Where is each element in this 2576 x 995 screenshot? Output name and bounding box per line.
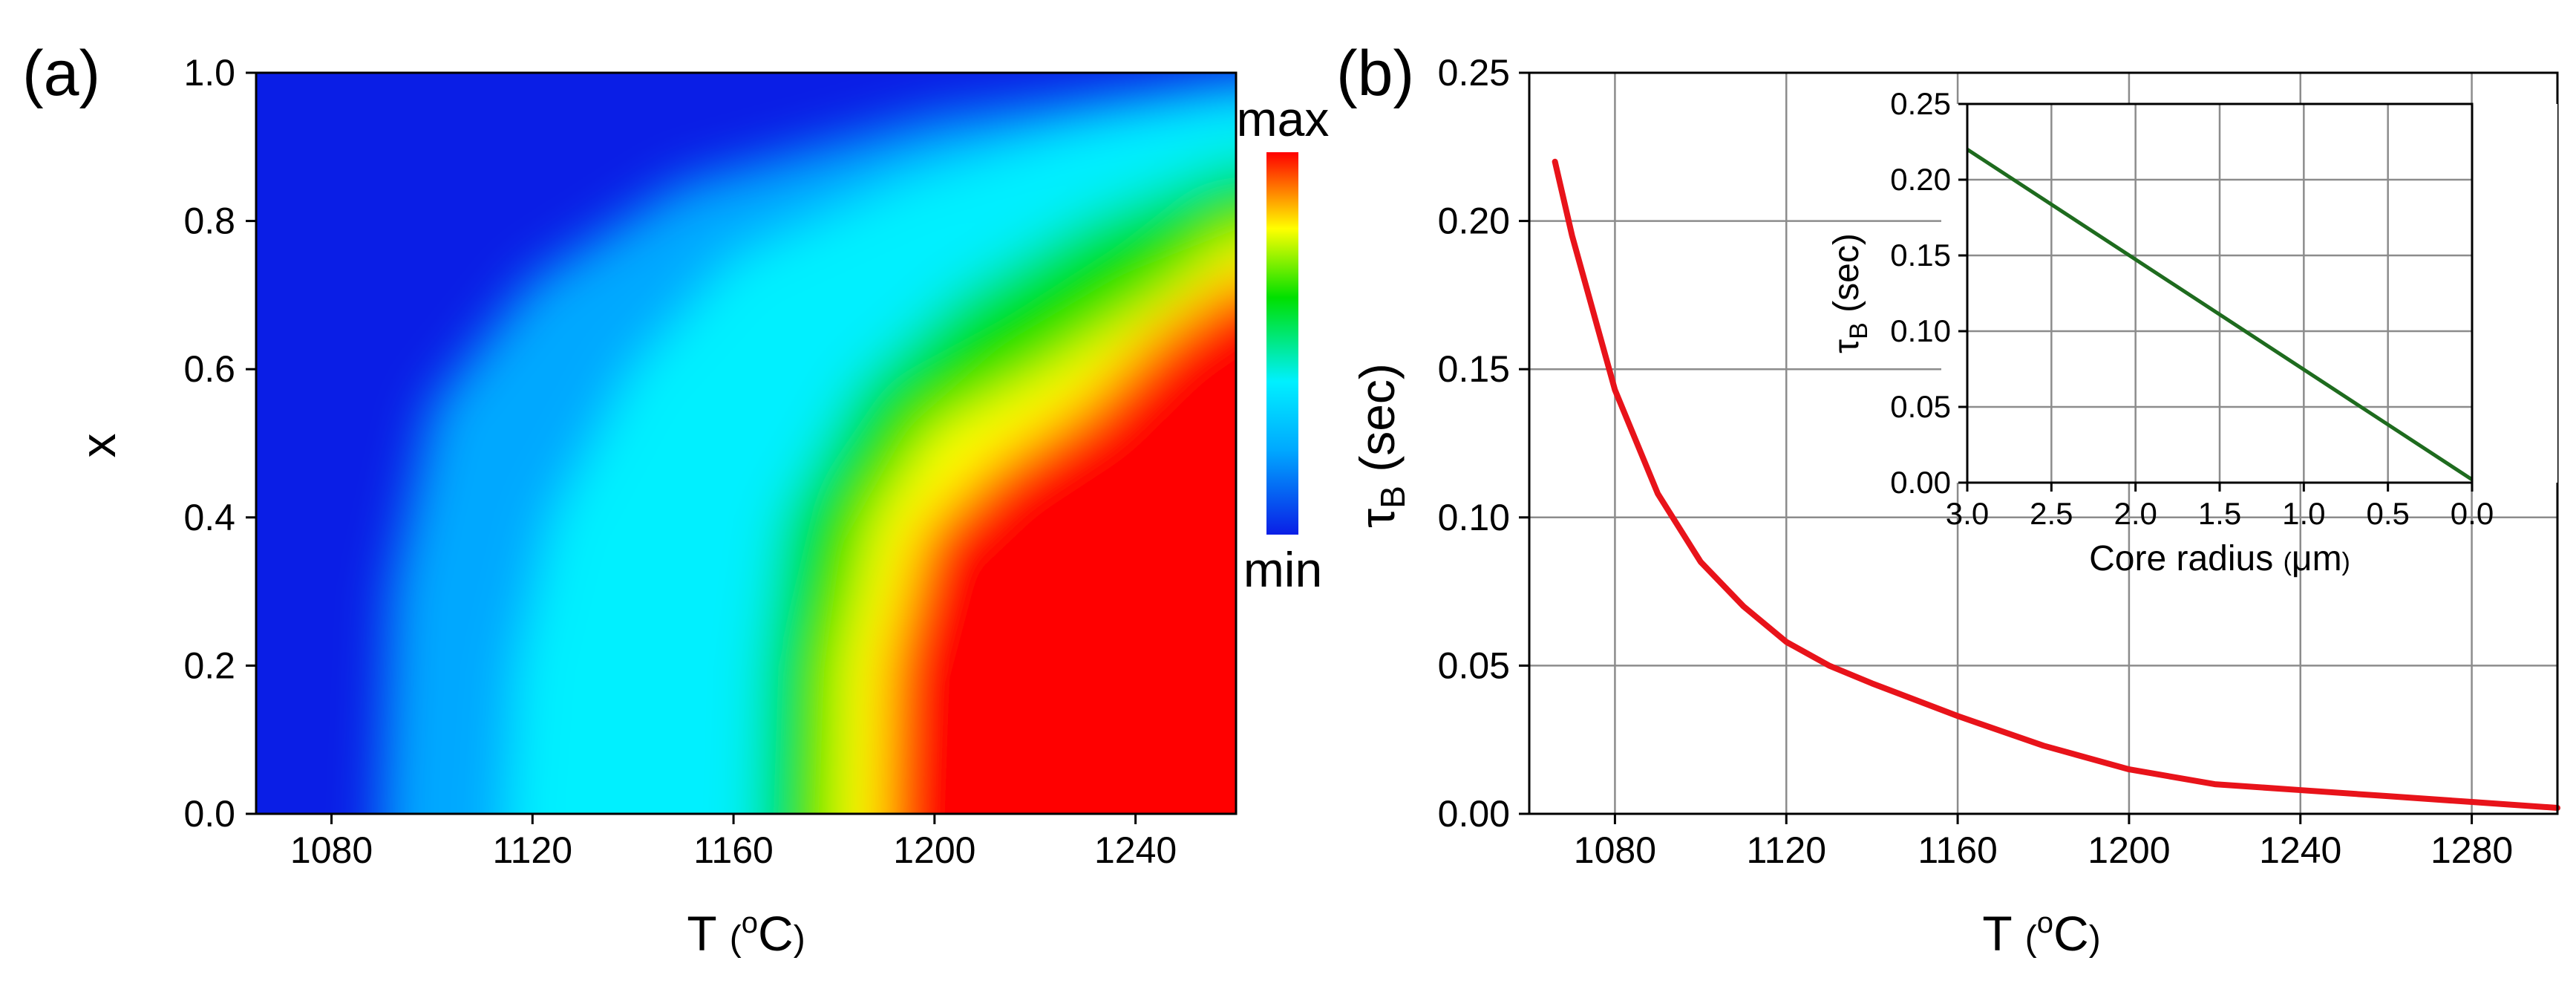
inset-x-tick-label: 1.5 bbox=[2198, 496, 2241, 531]
inset-y-tick-label: 0.10 bbox=[1890, 313, 1951, 348]
panel-a-x-tick-label: 1200 bbox=[893, 829, 975, 871]
inset-x-axis-label: Core radius (μm) bbox=[2089, 539, 2350, 578]
colorbar bbox=[1266, 152, 1298, 535]
inset-x-tick-label: 3.0 bbox=[1946, 496, 1989, 531]
panel-a-y-tick-label: 1.0 bbox=[183, 52, 235, 94]
panel-a-y-tick-label: 0.8 bbox=[183, 200, 235, 242]
panel-a-x-tick-label: 1120 bbox=[493, 829, 573, 871]
inset-y-tick-label: 0.00 bbox=[1890, 465, 1951, 500]
panel-a-frame bbox=[255, 71, 1238, 815]
panel-b-series-line bbox=[1552, 158, 2560, 812]
inset-x-tick-label: 0.5 bbox=[2366, 496, 2409, 531]
inset-y-tick-label: 0.15 bbox=[1890, 238, 1951, 273]
panel-b-y-tick-label: 0.05 bbox=[1438, 645, 1510, 686]
panel-b-y-tick-label: 0.20 bbox=[1438, 200, 1510, 242]
inset-y-tick-label: 0.20 bbox=[1890, 162, 1951, 197]
panel-b-y-tick-label: 0.10 bbox=[1438, 497, 1510, 538]
panel-b-x-tick-label: 1200 bbox=[2088, 829, 2170, 871]
panel-a-label: (a) bbox=[22, 38, 100, 109]
inset-y-tick-label: 0.25 bbox=[1890, 86, 1951, 121]
inset-y-tick-label: 0.05 bbox=[1890, 389, 1951, 424]
panel-b-y-tick-label: 0.25 bbox=[1438, 52, 1510, 94]
inset-series-line bbox=[1966, 148, 2474, 482]
panel-a-x-tick-label: 1160 bbox=[693, 829, 774, 871]
inset-x-tick-label: 1.0 bbox=[2282, 496, 2325, 531]
panel-b-x-tick-label: 1240 bbox=[2259, 829, 2341, 871]
inset-y-axis-label: τB (sec) bbox=[1827, 233, 1873, 353]
panel-a-y-tick-label: 0.2 bbox=[183, 645, 235, 686]
panel-a-y-tick-label: 0.0 bbox=[183, 793, 235, 835]
panel-a-y-tick-label: 0.6 bbox=[183, 348, 235, 390]
heatmap-region-red bbox=[884, 280, 1236, 814]
heatmap-area bbox=[256, 73, 1236, 814]
colorbar-min-label: min bbox=[1243, 542, 1322, 597]
panel-b-x-tick-label: 1080 bbox=[1574, 829, 1656, 871]
panel-b-x-tick-label: 1160 bbox=[1918, 829, 1998, 871]
panel-b-y-tick-label: 0.15 bbox=[1438, 348, 1510, 390]
panel-a-x-tick-label: 1080 bbox=[290, 829, 373, 871]
panel-a-x-axis-label: T (oC) bbox=[687, 906, 805, 961]
panel-b-x-tick-label: 1120 bbox=[1746, 829, 1826, 871]
panel-a-y-axis-label: x bbox=[71, 434, 125, 458]
inset-x-tick-label: 0.0 bbox=[2451, 496, 2494, 531]
panel-a-x-tick-label: 1240 bbox=[1094, 829, 1177, 871]
panel-a-y-tick-label: 0.4 bbox=[183, 497, 235, 538]
panel-b-y-axis-label: τB (sec) bbox=[1350, 363, 1412, 528]
panel-b-x-tick-label: 1280 bbox=[2430, 829, 2513, 871]
colorbar-max-label: max bbox=[1237, 91, 1330, 146]
inset-background bbox=[1941, 104, 2557, 483]
inset-x-tick-label: 2.5 bbox=[2030, 496, 2073, 531]
panel-b-label: (b) bbox=[1336, 38, 1414, 109]
inset-x-tick-label: 2.0 bbox=[2114, 496, 2157, 531]
panel-b-y-tick-label: 0.00 bbox=[1438, 793, 1510, 835]
panel-b-x-axis-label: T (oC) bbox=[1982, 906, 2100, 961]
